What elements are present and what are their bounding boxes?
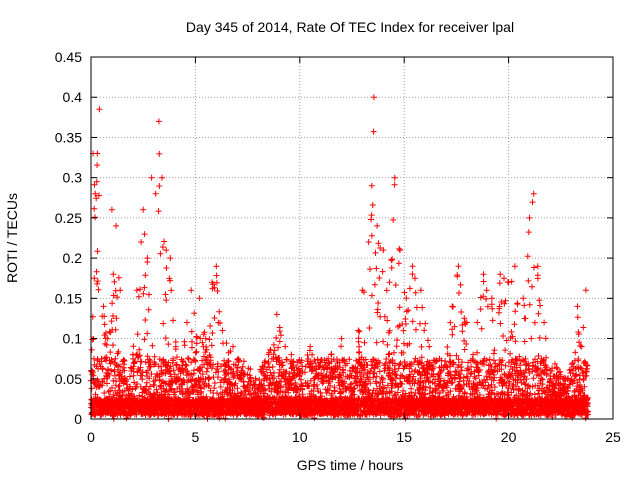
y-axis-label: ROTI / TECUs: [4, 193, 20, 283]
y-tick-label: 0.4: [63, 89, 83, 105]
x-tick-label: 5: [192, 429, 200, 445]
y-tick-label: 0.45: [55, 49, 82, 65]
chart-title: Day 345 of 2014, Rate Of TEC Index for r…: [186, 19, 514, 35]
y-tick-label: 0.25: [55, 210, 82, 226]
y-tick-label: 0.3: [63, 170, 83, 186]
plot-frame: [90, 56, 614, 420]
y-tick-label: 0.1: [63, 331, 83, 347]
axis-ticks: 0 0.05 0.1 0.15 0.2 0.25 0.3 0.35 0.4 0.45 0 5 10 15 2…: [55, 49, 621, 445]
x-tick-label: 20: [501, 429, 517, 445]
y-tick-label: 0.2: [63, 250, 83, 266]
x-tick-label: 25: [605, 429, 621, 445]
x-tick-label: 15: [396, 429, 412, 445]
y-tick-label: 0.15: [55, 290, 82, 306]
x-tick-label: 10: [292, 429, 308, 445]
grid: [91, 57, 613, 419]
y-tick-label: 0.35: [55, 129, 82, 145]
x-tick-label: 0: [87, 429, 95, 445]
y-tick-label: 0.05: [55, 371, 82, 387]
x-axis-label: GPS time / hours: [297, 457, 404, 473]
y-tick-label: 0: [74, 411, 82, 427]
